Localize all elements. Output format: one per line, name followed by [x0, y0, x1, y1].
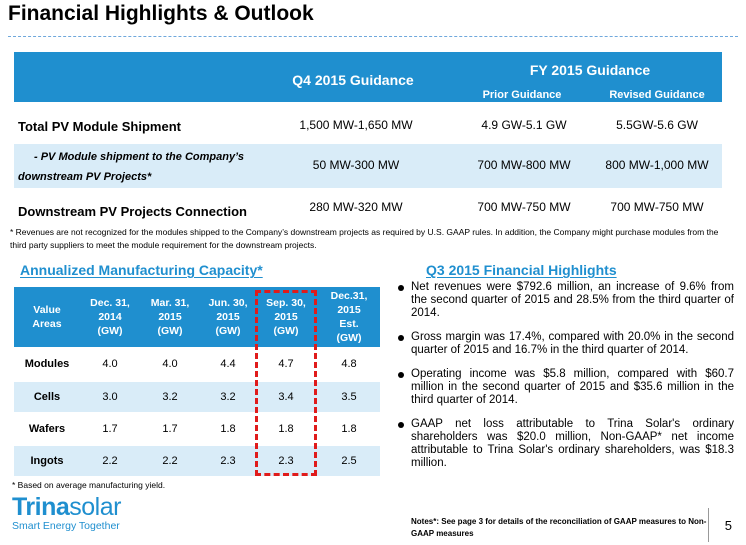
table-cell: 3.0 [102, 391, 118, 403]
list-item: Operating income was $5.8 million, compa… [396, 368, 734, 407]
table-cell: 2.3 [278, 455, 294, 467]
row-label: Wafers [28, 423, 66, 435]
guidance-row: - PV Module shipment to the Company’s do… [14, 144, 722, 188]
table-row: Wafers 1.7 1.7 1.8 1.8 1.8 [14, 414, 380, 444]
table-cell: 3.2 [220, 391, 236, 403]
prior-value: 4.9 GW-5.1 GW [481, 118, 567, 132]
highlights-list: Net revenues were $792.6 million, an inc… [396, 281, 734, 481]
header-cell: Jun. 30, 2015 (GW) [208, 297, 248, 337]
bullet-text: Net revenues were $792.6 million, an inc… [411, 281, 734, 319]
revised-value: 5.5GW-5.6 GW [616, 118, 698, 132]
table-cell: 3.2 [162, 391, 178, 403]
capacity-heading: Annualized Manufacturing Capacity* [20, 262, 263, 278]
table-cell: 4.4 [220, 358, 236, 370]
table-cell: 1.7 [162, 423, 178, 435]
list-item: Gross margin was 17.4%, compared with 20… [396, 331, 734, 357]
revised-value: 800 MW-1,000 MW [605, 158, 709, 172]
title-divider [8, 36, 738, 37]
table-cell: 3.4 [278, 391, 294, 403]
table-row: Modules 4.0 4.0 4.4 4.7 4.8 [14, 349, 380, 379]
logo-wordmark: Trinasolar [12, 494, 121, 520]
row-label: Cells [33, 391, 61, 403]
row-label-continued: downstream PV Projects* [18, 171, 152, 183]
list-item: Net revenues were $792.6 million, an inc… [396, 281, 734, 320]
table-cell: 4.8 [341, 358, 357, 370]
table-cell: 4.0 [102, 358, 118, 370]
row-label: Total PV Module Shipment [18, 119, 181, 134]
q4-value: 50 MW-300 MW [312, 158, 400, 172]
revised-value: 700 MW-750 MW [610, 200, 704, 214]
page-number: 5 [724, 518, 732, 533]
bullet-icon [398, 335, 404, 341]
fy-guidance-header: FY 2015 Guidance [529, 62, 651, 78]
bullet-icon [398, 422, 404, 428]
prior-value: 700 MW-750 MW [477, 200, 571, 214]
table-cell: 2.5 [341, 455, 357, 467]
capacity-header-row: Value Areas Dec. 31, 2014 (GW) Mar. 31, … [14, 287, 380, 347]
logo-name-trina: Trina [12, 493, 70, 521]
table-cell: 2.2 [102, 455, 118, 467]
q4-value: 280 MW-320 MW [309, 200, 403, 214]
table-cell: 2.2 [162, 455, 178, 467]
row-label: Downstream PV Projects Connection [18, 204, 247, 219]
q4-guidance-header: Q4 2015 Guidance [292, 72, 414, 88]
trina-solar-logo: Trinasolar Smart Energy Together [12, 494, 121, 532]
bullet-text: Gross margin was 17.4%, compared with 20… [411, 331, 734, 356]
guidance-header-bar [14, 52, 722, 102]
guidance-row: Total PV Module Shipment 1,500 MW-1,650 … [14, 108, 722, 144]
bullet-text: Operating income was $5.8 million, compa… [411, 368, 734, 406]
header-cell: Sep. 30, 2015 (GW) [266, 297, 306, 337]
financial-highlights-heading: Q3 2015 Financial Highlights [426, 262, 617, 278]
table-cell: 1.7 [102, 423, 118, 435]
table-cell: 3.5 [341, 391, 357, 403]
sep-2015-highlight-box [255, 290, 317, 476]
page-number-divider [708, 508, 709, 542]
bullet-icon [398, 285, 404, 291]
row-label: Modules [24, 358, 70, 370]
prior-guidance-header: Prior Guidance [482, 89, 562, 101]
header-cell: Dec. 31, 2014 (GW) [90, 297, 130, 337]
page-title: Financial Highlights & Outlook [8, 2, 314, 25]
q4-value: 1,500 MW-1,650 MW [299, 118, 413, 132]
table-cell: 1.8 [278, 423, 294, 435]
list-item: GAAP net loss attributable to Trina Sola… [396, 418, 734, 470]
row-label: - PV Module shipment to the Company’s [34, 151, 245, 163]
table-cell: 2.3 [220, 455, 236, 467]
guidance-footnote: * Revenues are not recognized for the mo… [10, 227, 719, 250]
table-row: Cells 3.0 3.2 3.2 3.4 3.5 [14, 382, 380, 412]
bullet-icon [398, 372, 404, 378]
bullet-text: GAAP net loss attributable to Trina Sola… [411, 418, 734, 469]
gaap-notes: Notes*: See page 3 for details of the re… [411, 517, 707, 538]
logo-name-solar: solar [69, 493, 121, 521]
capacity-footnote: * Based on average manufacturing yield. [12, 480, 166, 490]
table-cell: 1.8 [220, 423, 236, 435]
revised-guidance-header: Revised Guidance [609, 89, 705, 101]
row-label: Ingots [30, 455, 64, 467]
table-cell: 4.0 [162, 358, 178, 370]
logo-tagline: Smart Energy Together [12, 520, 120, 532]
header-cell: Dec.31, 2015 Est. (GW) [330, 290, 368, 344]
table-cell: 4.7 [278, 358, 294, 370]
table-cell: 1.8 [341, 423, 357, 435]
prior-value: 700 MW-800 MW [477, 158, 571, 172]
guidance-row: Downstream PV Projects Connection 280 MW… [14, 190, 722, 224]
table-row: Ingots 2.2 2.2 2.3 2.3 2.5 [14, 446, 380, 476]
header-cell: Value Areas [32, 304, 62, 330]
header-cell: Mar. 31, 2015 (GW) [150, 297, 190, 337]
